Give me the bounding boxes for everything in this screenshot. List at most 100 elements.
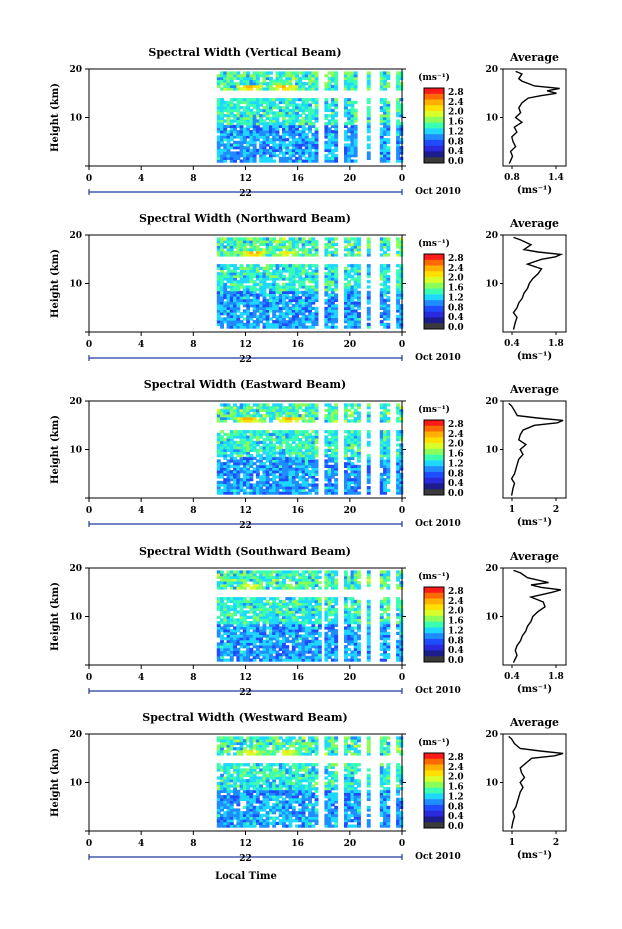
heatmap-cell (282, 462, 286, 466)
heatmap-cell (278, 151, 283, 155)
heatmap-cell (304, 451, 309, 455)
heatmap-cell (216, 647, 221, 651)
heatmap-cell (311, 581, 316, 585)
heatmap-cell (246, 475, 251, 479)
heatmap-cell (311, 100, 316, 104)
heatmap-cell (314, 132, 319, 136)
heatmap-cell (386, 430, 391, 434)
heatmap-cell (288, 240, 293, 244)
heatmap-cell (383, 472, 387, 476)
heatmap-cell (327, 642, 332, 646)
heatmap-cell (226, 605, 231, 609)
heatmap-cell (249, 443, 254, 447)
heatmap-cell (295, 79, 299, 83)
heatmap-cell (252, 456, 257, 460)
heatmap-cell (272, 146, 277, 150)
heatmap-cell (275, 98, 280, 102)
heatmap-cell (324, 122, 329, 126)
heatmap-cell (334, 443, 339, 447)
heatmap-cell (282, 135, 286, 139)
heatmap-cell (379, 108, 384, 112)
heatmap-cell (353, 288, 358, 292)
heatmap-cell (324, 403, 329, 407)
heatmap-cell (379, 116, 384, 120)
heatmap-cell (308, 280, 312, 284)
x-tick-label: 8 (190, 340, 196, 350)
heatmap-cell (311, 98, 316, 102)
heatmap-cell (311, 87, 316, 91)
heatmap-cell (269, 645, 273, 649)
heatmap-cell (285, 440, 290, 444)
heatmap-cell (275, 411, 280, 415)
heatmap-cell (334, 317, 339, 321)
colorbar-tick: 0.8 (448, 137, 464, 147)
heatmap-cell (278, 586, 283, 590)
heatmap-cell (216, 288, 221, 292)
heatmap-cell (330, 634, 335, 638)
heatmap-cell (216, 602, 221, 606)
heatmap-cell (291, 440, 296, 444)
heatmap-cell (386, 290, 391, 294)
heatmap-cell (226, 274, 231, 278)
heatmap-cell (288, 650, 293, 654)
heatmap-cell (236, 462, 241, 466)
heatmap-cell (252, 403, 257, 407)
heatmap-cell (295, 615, 299, 619)
heatmap-cell (399, 280, 404, 284)
heatmap-cell (347, 653, 352, 657)
heatmap-cell (216, 248, 221, 252)
heatmap-cell (386, 146, 391, 150)
heatmap-cell (324, 127, 329, 131)
heatmap-cell (246, 82, 251, 86)
heatmap-cell (344, 491, 348, 495)
heatmap-cell (291, 100, 296, 104)
heatmap-cell (220, 419, 224, 423)
heatmap-cell (344, 645, 348, 649)
heatmap-cell (347, 581, 352, 585)
heatmap-cell (304, 446, 309, 450)
heatmap-cell (236, 408, 241, 412)
heatmap-cell (330, 122, 335, 126)
heatmap-cell (242, 240, 247, 244)
heatmap-cell (396, 451, 400, 455)
heatmap-cell (282, 478, 286, 482)
heatmap-cell (379, 314, 384, 318)
heatmap-cell (223, 480, 228, 484)
heatmap-cell (383, 304, 387, 308)
heatmap-cell (327, 581, 332, 585)
heatmap-cell (255, 248, 260, 252)
heatmap-cell (383, 237, 387, 241)
heatmap-cell (334, 320, 339, 324)
heatmap-cell (353, 130, 358, 134)
heatmap-cell (272, 478, 277, 482)
heatmap-cell (353, 440, 358, 444)
heatmap-cell (311, 451, 316, 455)
heatmap-cell (226, 618, 231, 622)
heatmap-cell (295, 132, 299, 136)
heatmap-cell (233, 451, 237, 455)
heatmap-cell (344, 607, 348, 611)
heatmap-cell (366, 454, 371, 458)
heatmap-cell (366, 98, 371, 102)
heatmap-cell (295, 320, 299, 324)
heatmap-cell (366, 464, 371, 468)
heatmap-cell (327, 653, 332, 657)
heatmap-cell (301, 298, 306, 302)
heatmap-cell (298, 98, 303, 102)
colorbar-swatch (424, 139, 444, 146)
heatmap-cell (386, 288, 391, 292)
heatmap-cell (233, 440, 237, 444)
heatmap-cell (291, 602, 296, 606)
y-axis-label: Height (km) (50, 415, 61, 484)
heatmap-cell (308, 639, 312, 643)
heatmap-cell (334, 122, 339, 126)
heatmap-cell (269, 411, 273, 415)
heatmap-cell (347, 464, 352, 468)
heatmap-cell (317, 581, 322, 585)
heatmap-cell (282, 317, 286, 321)
heatmap-cell (344, 454, 348, 458)
heatmap-cell (269, 248, 273, 252)
heatmap-cell (314, 296, 319, 300)
heatmap-cell (252, 639, 257, 643)
heatmap-cell (295, 464, 299, 468)
